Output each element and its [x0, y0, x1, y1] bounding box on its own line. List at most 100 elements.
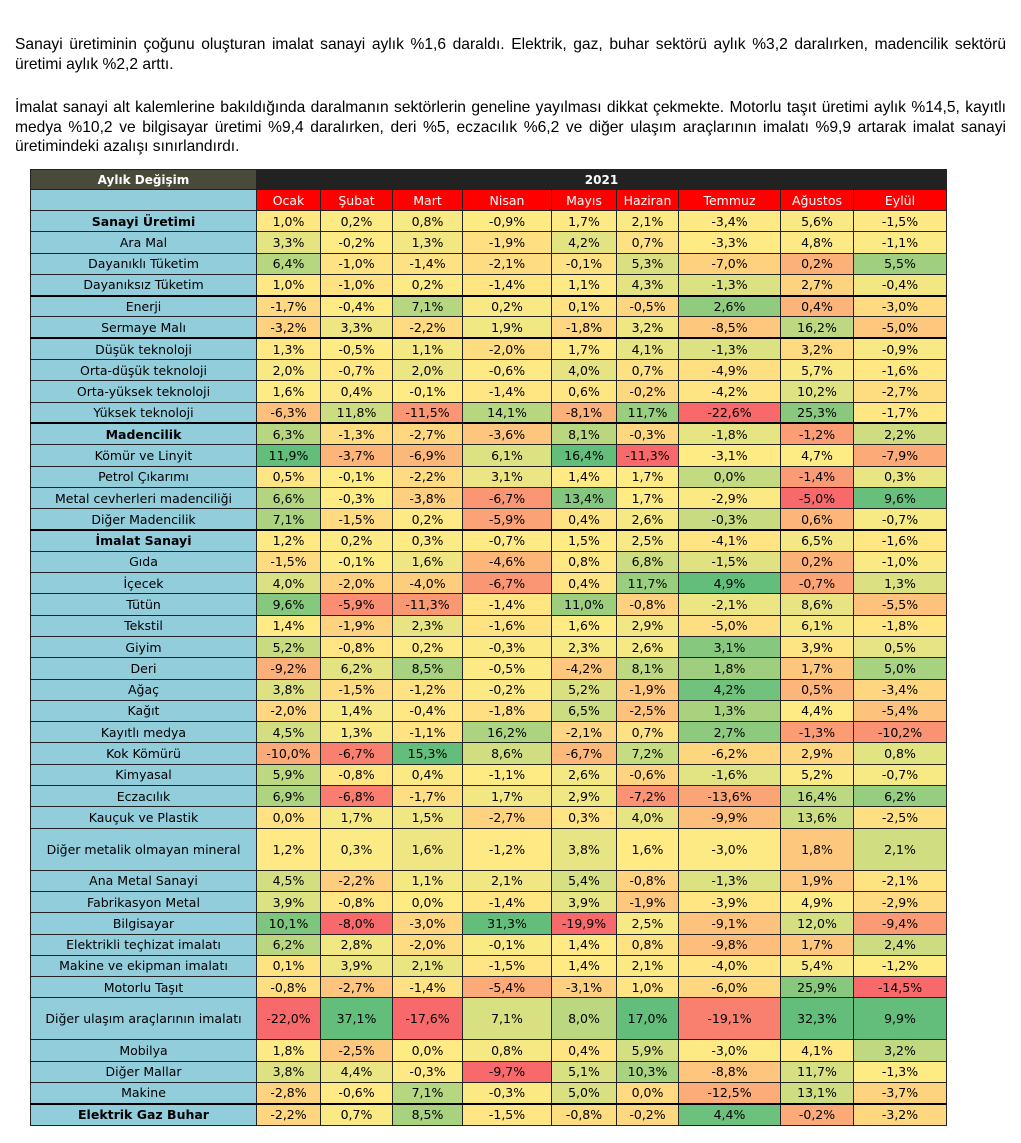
value-cell: 1,3% [392, 231, 463, 254]
value-cell: -1,1% [853, 231, 947, 254]
table-row: Diğer ulaşım araçlarının imalatı -22,0% 37… [30, 997, 947, 1041]
value-cell: -1,9% [462, 231, 552, 254]
table-row: Sanayi Üretimi 1,0% 0,2% 0,8% -0,9% 1,7% 2,1% -… [30, 209, 947, 233]
value-cell: -1,4% [780, 465, 854, 488]
table-row: İmalat Sanayi 1,2% 0,2% 0,3% -0,7% 1,5% 2,5% -4… [30, 528, 947, 552]
value-cell: 4,5% [256, 869, 321, 892]
value-cell: 1,4% [551, 465, 617, 488]
value-cell: -1,8% [853, 614, 947, 637]
value-cell: -0,7% [853, 763, 947, 787]
row-label: Sermaye Malı [30, 316, 257, 339]
value-cell: 6,9% [256, 785, 321, 808]
value-cell: -2,7% [462, 806, 552, 829]
row-label: Giyim [30, 635, 257, 659]
value-cell: -3,1% [551, 976, 617, 999]
value-cell: 2,7% [678, 721, 781, 744]
table-row: Petrol Çıkarımı 0,5% -0,1% -2,2% 3,1% 1,4% 1,7… [30, 465, 947, 488]
value-cell: 10,1% [256, 912, 321, 935]
table-row: Motorlu Taşıt -0,8% -2,7% -1,4% -5,4% -3,1% 1,… [30, 976, 947, 999]
value-cell: -2,5% [616, 699, 679, 723]
value-cell: -4,1% [678, 528, 781, 552]
value-cell: 4,0% [256, 572, 321, 595]
value-cell: -1,6% [462, 614, 552, 637]
value-cell: 2,3% [392, 614, 463, 637]
value-cell: -2,8% [256, 1081, 321, 1105]
table-row: Bilgisayar 10,1% -8,0% -3,0% 31,3% -19,9% 2,5%… [30, 912, 947, 935]
value-cell: -0,8% [320, 763, 393, 787]
value-cell: 0,2% [320, 209, 393, 233]
value-cell: -1,5% [462, 1102, 552, 1126]
table-row: Fabrikasyon Metal 3,9% -0,8% 0,0% -1,4% 3,9% -… [30, 890, 947, 914]
value-cell: 0,4% [551, 508, 617, 531]
value-cell: 3,9% [256, 890, 321, 914]
value-cell: 7,1% [256, 508, 321, 531]
value-cell: 0,4% [392, 763, 463, 787]
value-cell: -3,9% [678, 890, 781, 914]
value-cell: 10,2% [780, 380, 854, 403]
value-cell: 2,6% [678, 294, 781, 318]
value-cell: -6,3% [256, 401, 321, 424]
table-row: Mobilya 1,8% -2,5% 0,0% 0,8% 0,4% 5,9% -3,0% 4,1… [30, 1039, 947, 1062]
value-cell: -2,2% [392, 316, 463, 339]
value-cell: 6,1% [780, 614, 854, 637]
value-cell: -3,8% [392, 486, 463, 510]
value-cell: 4,3% [616, 273, 679, 297]
value-cell: -3,7% [320, 444, 393, 467]
value-cell: -4,0% [678, 954, 781, 978]
value-cell: 9,9% [853, 997, 947, 1041]
value-cell: 0,1% [256, 954, 321, 978]
value-cell: -9,8% [678, 933, 781, 956]
row-label: Diğer metalik olmayan mineral [30, 827, 257, 871]
value-cell: -6,2% [678, 742, 781, 765]
month-header: Ocak [256, 189, 321, 211]
value-cell: 1,7% [616, 486, 679, 510]
value-cell: 3,8% [256, 1060, 321, 1083]
value-cell: 0,0% [392, 1039, 463, 1062]
month-header: Haziran [616, 189, 679, 211]
value-cell: -1,3% [678, 337, 781, 361]
table-row: Orta-yüksek teknoloji 1,6% 0,4% -0,1% -1,4% 0… [30, 380, 947, 403]
value-cell: 4,1% [616, 337, 679, 361]
value-cell: 1,2% [256, 528, 321, 552]
value-cell: 0,0% [678, 465, 781, 488]
month-header: Mayıs [551, 189, 617, 211]
value-cell: -0,2% [320, 231, 393, 254]
table-row: Eczacılık 6,9% -6,8% -1,7% 1,7% 2,9% -7,2% -13,… [30, 785, 947, 808]
value-cell: -14,5% [853, 976, 947, 999]
row-label: Kömür ve Linyit [30, 444, 257, 467]
value-cell: -0,8% [551, 1102, 617, 1126]
value-cell: -8,5% [678, 316, 781, 339]
value-cell: -0,9% [853, 337, 947, 361]
value-cell: 13,6% [780, 806, 854, 829]
row-label: Dayanıksız Tüketim [30, 273, 257, 297]
value-cell: 5,4% [780, 954, 854, 978]
value-cell: -3,4% [853, 678, 947, 701]
value-cell: 7,1% [392, 294, 463, 318]
value-cell: -22,0% [256, 997, 321, 1041]
value-cell: 25,9% [780, 976, 854, 999]
value-cell: -9,9% [678, 806, 781, 829]
row-label: Ağaç [30, 678, 257, 701]
value-cell: 6,1% [462, 444, 552, 467]
value-cell: 2,1% [853, 827, 947, 871]
row-label: Metal cevherleri madenciliği [30, 486, 257, 510]
value-cell: -13,6% [678, 785, 781, 808]
row-label: Makine ve ekipman imalatı [30, 954, 257, 978]
value-cell: 1,6% [551, 614, 617, 637]
table-row: Kauçuk ve Plastik 0,0% 1,7% 1,5% -2,7% 0,3% 4,… [30, 806, 947, 829]
value-cell: 0,7% [616, 721, 679, 744]
value-cell: -0,3% [392, 1060, 463, 1083]
value-cell: -9,1% [678, 912, 781, 935]
value-cell: 0,4% [551, 572, 617, 595]
value-cell: -6,0% [678, 976, 781, 999]
table-row: Sermaye Malı -3,2% 3,3% -2,2% 1,9% -1,8% 3,2% -… [30, 316, 947, 339]
value-cell: 6,5% [780, 528, 854, 552]
value-cell: 0,6% [551, 380, 617, 403]
table-row: Ara Mal 3,3% -0,2% 1,3% -1,9% 4,2% 0,7% -3,3% 4,… [30, 231, 947, 254]
value-cell: 4,4% [780, 699, 854, 723]
table-row: Ana Metal Sanayi 4,5% -2,2% 1,1% 2,1% 5,4% -0,… [30, 869, 947, 892]
value-cell: 11,7% [616, 401, 679, 424]
value-cell: 12,0% [780, 912, 854, 935]
value-cell: -0,4% [320, 294, 393, 318]
table-row: Diğer metalik olmayan mineral 1,2% 0,3% 1,6… [30, 827, 947, 871]
